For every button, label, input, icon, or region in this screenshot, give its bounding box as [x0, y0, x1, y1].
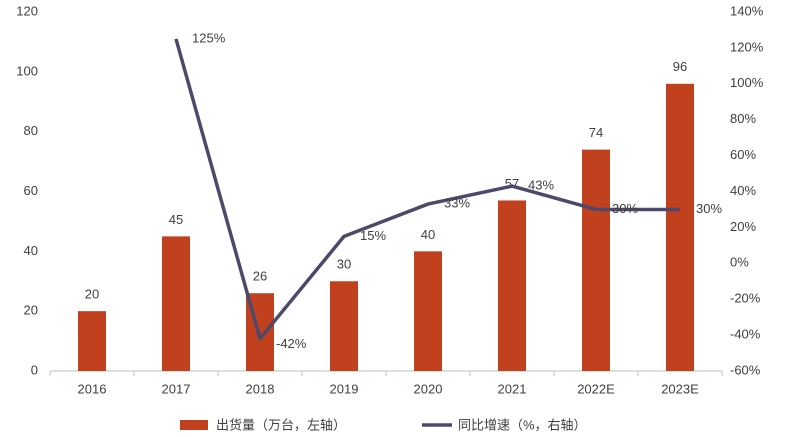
line-label: 33%: [444, 196, 470, 211]
y2-tick-label: 0%: [730, 255, 749, 270]
bar: [414, 251, 442, 371]
y2-tick-label: 20%: [730, 219, 756, 234]
x-tick-label: 2020: [414, 381, 443, 396]
bar: [498, 200, 526, 371]
y2-tick-label: 120%: [730, 39, 764, 54]
bar: [582, 149, 610, 371]
y2-tick-label: 60%: [730, 147, 756, 162]
bar-label: 30: [337, 257, 351, 272]
bar-label: 96: [673, 59, 687, 74]
line: [174, 38, 680, 341]
line-label: -42%: [276, 336, 307, 351]
bar-label: 74: [589, 125, 603, 140]
x-tick-label: 2019: [330, 381, 359, 396]
line-label: 125%: [192, 30, 226, 45]
x-tick-label: 2018: [246, 381, 275, 396]
bar: [330, 281, 358, 371]
bar: [666, 83, 694, 372]
y2-tick-label: 140%: [730, 3, 764, 18]
bar: [162, 236, 190, 371]
y-tick-label: 100: [16, 63, 38, 78]
y2-tick-label: -20%: [730, 291, 761, 306]
bar: [78, 311, 106, 371]
x-tick-label: 2021: [498, 381, 527, 396]
bar-label: 26: [253, 269, 267, 284]
x-tick-label: 2023E: [661, 381, 699, 396]
line-label: 30%: [612, 201, 638, 216]
y2-tick-label: 40%: [730, 183, 756, 198]
bar-label: 20: [85, 287, 99, 302]
y-tick-label: 40: [24, 243, 38, 258]
legend-label: 出货量（万台，左轴）: [216, 417, 346, 432]
y2-tick-label: 80%: [730, 111, 756, 126]
line-label: 30%: [696, 201, 722, 216]
legend-swatch: [180, 420, 208, 430]
x-tick-label: 2022E: [577, 381, 615, 396]
y-tick-label: 20: [24, 303, 38, 318]
y-tick-label: 60: [24, 183, 38, 198]
line-label: 43%: [528, 178, 554, 193]
y2-tick-label: -60%: [730, 362, 761, 377]
y-tick-label: 120: [16, 3, 38, 18]
x-tick-label: 2016: [78, 381, 107, 396]
legend-label: 同比增速（%，右轴）: [458, 417, 587, 432]
bar-label: 45: [169, 212, 183, 227]
y2-tick-label: 100%: [730, 75, 764, 90]
y2-tick-label: -40%: [730, 327, 761, 342]
bar-label: 40: [421, 227, 435, 242]
line-label: 15%: [360, 228, 386, 243]
y-tick-label: 80: [24, 123, 38, 138]
y-tick-label: 0: [31, 362, 38, 377]
x-tick-label: 2017: [162, 381, 191, 396]
